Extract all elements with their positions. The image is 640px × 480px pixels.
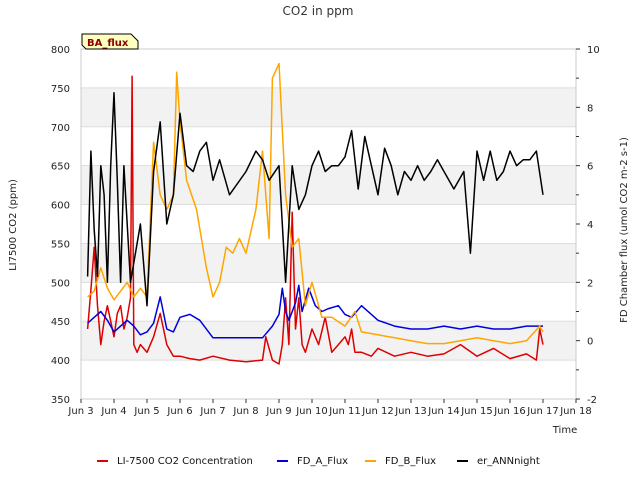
- x-tick-label: Jun 10: [295, 406, 328, 417]
- y-left-tick-label: 700: [51, 123, 70, 134]
- y-left-tick-label: 550: [51, 239, 70, 250]
- x-tick-label: Jun 15: [460, 406, 493, 417]
- y-right-tick-label: -2: [587, 395, 597, 406]
- x-tick-label: Jun 5: [133, 406, 159, 417]
- y-right-axis-ticks: -2 0 2 4 6 8 10: [576, 45, 600, 406]
- x-tick-label: Jun 14: [427, 406, 460, 417]
- y-left-axis-ticks: 350 400 450 500 550 600 650 700 750 800: [51, 45, 70, 406]
- x-tick-label: Jun 8: [232, 406, 258, 417]
- legend: LI-7500 CO2 Concentration FD_A_Flux FD_B_F…: [97, 456, 540, 467]
- y-right-tick-label: 10: [587, 45, 600, 56]
- plot-band: [81, 165, 576, 205]
- x-tick-label: Jun 13: [394, 406, 427, 417]
- y-right-tick-label: 4: [587, 220, 593, 231]
- x-tick-label: Jun 16: [493, 406, 526, 417]
- legend-label-1: FD_A_Flux: [297, 456, 348, 467]
- x-tick-label: Jun 7: [199, 406, 225, 417]
- x-tick-label: Jun 3: [67, 406, 93, 417]
- series-layer: [86, 62, 544, 365]
- x-tick-label: Jun 17: [526, 406, 559, 417]
- y-right-axis-title: FD Chamber flux (umol CO2 m-2 s-1): [619, 137, 630, 323]
- x-tick-label: Jun 18: [559, 406, 592, 417]
- y-left-tick-label: 650: [51, 162, 70, 173]
- y-left-tick-label: 350: [51, 395, 70, 406]
- y-left-tick-label: 600: [51, 201, 70, 212]
- y-left-tick-label: 500: [51, 278, 70, 289]
- badge: BA_flux: [81, 33, 139, 50]
- x-axis-title: Time: [552, 425, 577, 436]
- x-tick-label: Jun 4: [100, 406, 126, 417]
- plot-band: [81, 87, 576, 127]
- y-left-tick-label: 400: [51, 356, 70, 367]
- y-left-tick-label: 450: [51, 317, 70, 328]
- x-tick-label: Jun 6: [166, 406, 192, 417]
- y-left-tick-label: 800: [51, 45, 70, 56]
- y-right-tick-label: 8: [587, 103, 593, 114]
- series-line-2: [87, 62, 544, 345]
- badge-box: [81, 33, 139, 50]
- legend-label-3: er_ANNnight: [477, 456, 540, 467]
- legend-label-2: FD_B_Flux: [385, 456, 436, 467]
- y-right-tick-label: 0: [587, 337, 593, 348]
- series-line-1: [87, 284, 543, 339]
- x-axis-ticks: Jun 3 Jun 4 Jun 5 Jun 6 Jun 7 Jun 8 Jun 9 Jun 1…: [67, 399, 592, 417]
- chart-title: CO2 in ppm: [283, 4, 354, 18]
- x-tick-label: Jun 9: [265, 406, 291, 417]
- series-line-0: [86, 75, 544, 365]
- y-left-tick-label: 750: [51, 84, 70, 95]
- plot-band: [81, 243, 576, 283]
- x-tick-label: Jun 11: [328, 406, 361, 417]
- y-right-tick-label: 6: [587, 162, 593, 173]
- y-right-tick-label: 2: [587, 278, 593, 289]
- legend-label-0: LI-7500 CO2 Concentration: [117, 456, 253, 467]
- x-tick-label: Jun 12: [361, 406, 394, 417]
- badge-label: BA_flux: [87, 38, 129, 49]
- y-left-axis-title: LI7500 CO2 (ppm): [8, 179, 19, 271]
- series-line-3: [86, 92, 544, 307]
